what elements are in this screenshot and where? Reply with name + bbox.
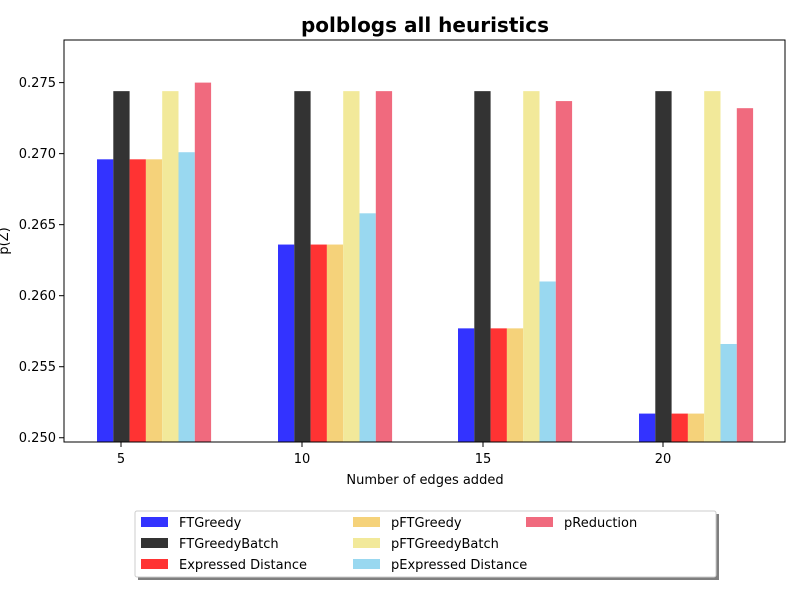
x-tick-label: 5	[117, 452, 125, 467]
legend-swatch-ftgreedybatch	[141, 538, 168, 548]
x-tick-label: 10	[294, 452, 311, 467]
legend-frame	[134, 510, 717, 578]
legend: FTGreedy FTGreedyBatch Expressed Distance p…	[134, 510, 719, 580]
bar-preduction-20	[736, 108, 754, 443]
bar-ftgreedybatch-20	[655, 91, 672, 442]
y-tick-label: 0.275	[19, 76, 56, 91]
plot-frame	[63, 39, 786, 443]
legend-swatch-pexpressed-distance	[353, 559, 380, 569]
bar-ftgreedy-10	[278, 244, 295, 442]
legend-label: pFTGreedy	[391, 516, 462, 531]
bar-pftgreedy-10	[326, 244, 344, 442]
legend-label: pFTGreedyBatch	[391, 537, 499, 552]
legend-swatch-preduction	[526, 517, 553, 527]
legend-swatch-ftgreedy	[141, 517, 168, 527]
bar-expressed-distance-20	[671, 413, 688, 442]
y-tick-label: 0.260	[19, 289, 56, 304]
bar-ftgreedy-20	[639, 413, 656, 442]
bar-pftgreedybatch-15	[523, 91, 540, 442]
y-tick-label: 0.270	[19, 147, 56, 162]
bar-pexpressed-distance-10	[359, 213, 376, 442]
x-axis-label: Number of edges added	[346, 473, 503, 488]
bar-pftgreedy-15	[506, 328, 524, 442]
bars-group	[97, 82, 754, 443]
bar-pexpressed-distance-15	[539, 281, 556, 442]
y-axis-label: p(Z)	[0, 227, 12, 254]
y-axis: 0.250 0.255 0.260 0.265 0.270 0.275	[19, 76, 64, 446]
y-tick-label: 0.265	[19, 218, 56, 233]
legend-label: FTGreedyBatch	[179, 537, 279, 552]
legend-label: FTGreedy	[179, 516, 242, 531]
legend-label: pReduction	[564, 516, 637, 531]
y-tick-label: 0.255	[19, 360, 56, 375]
bar-pftgreedybatch-20	[704, 91, 721, 442]
bar-expressed-distance-10	[310, 244, 327, 442]
bar-ftgreedybatch-5	[113, 91, 130, 442]
bar-expressed-distance-5	[129, 159, 146, 442]
chart-title: polblogs all heuristics	[301, 13, 549, 37]
bar-pexpressed-distance-5	[178, 152, 195, 442]
x-axis: 5 10 15 20	[117, 442, 671, 467]
x-tick-label: 15	[475, 452, 492, 467]
bar-pftgreedy-5	[145, 159, 163, 442]
bar-preduction-15	[555, 101, 573, 442]
bar-ftgreedy-5	[97, 159, 114, 442]
legend-swatch-expressed-distance	[141, 559, 168, 569]
legend-swatch-pftgreedy	[353, 517, 380, 527]
bar-ftgreedy-15	[458, 328, 475, 442]
bar-pexpressed-distance-20	[720, 343, 737, 442]
bar-pftgreedybatch-5	[162, 91, 179, 442]
bar-ftgreedybatch-15	[474, 91, 491, 442]
legend-label: pExpressed Distance	[391, 558, 527, 573]
bar-pftgreedy-20	[687, 413, 705, 442]
bar-preduction-5	[194, 82, 212, 443]
legend-label: Expressed Distance	[179, 558, 307, 573]
bar-pftgreedybatch-10	[343, 91, 360, 442]
x-tick-label: 20	[655, 452, 672, 467]
y-tick-label: 0.250	[19, 431, 56, 446]
bar-preduction-10	[375, 91, 393, 442]
bar-expressed-distance-15	[490, 328, 507, 442]
bar-ftgreedybatch-10	[294, 91, 311, 442]
legend-swatch-pftgreedybatch	[353, 538, 380, 548]
